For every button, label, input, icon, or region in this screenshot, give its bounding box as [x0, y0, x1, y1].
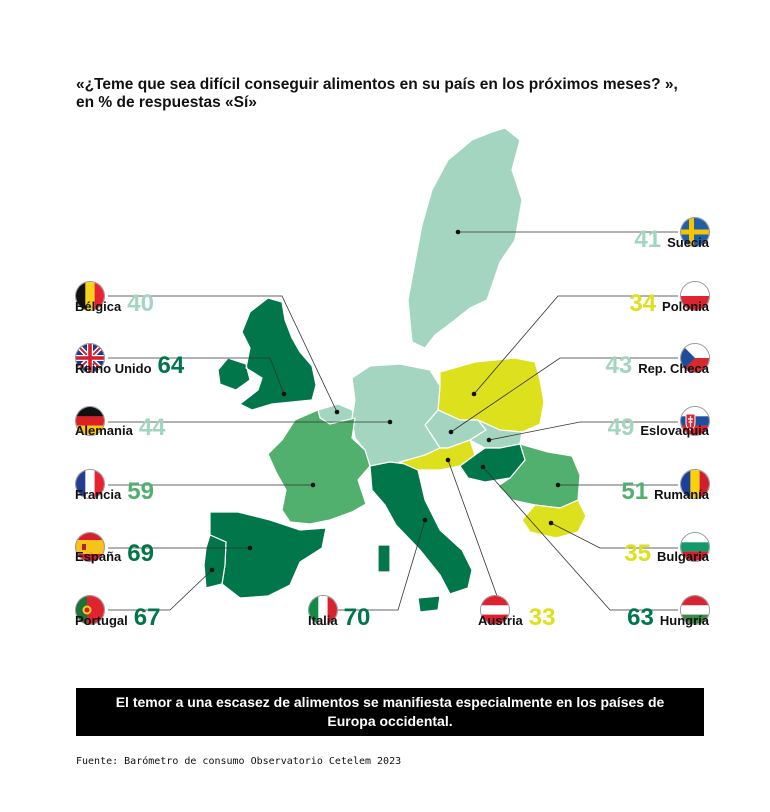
value-italia: 70 — [343, 604, 371, 631]
label-espana: España 69 — [75, 540, 160, 568]
value-suecia: 41 — [634, 226, 662, 253]
country-name-bulgaria: Bulgaria — [656, 549, 709, 564]
title-line-1: «¿Teme que sea difícil conseguir aliment… — [76, 76, 678, 93]
label-bulgaria: 35 Bulgaria — [624, 540, 709, 568]
leader-dot-repcheca — [448, 429, 454, 435]
country-shape-reinounido — [217, 297, 317, 411]
leader-dot-eslovaquia — [486, 437, 492, 443]
romania-flag — [680, 469, 710, 499]
country-shapes — [203, 127, 587, 613]
leader-line-hungria — [482, 466, 678, 611]
leader-dot-polonia — [471, 391, 477, 397]
country-name-francia: Francia — [75, 487, 122, 502]
label-portugal: Portugal 67 — [75, 604, 166, 632]
label-reinounido: Reino Unido 64 — [75, 352, 190, 380]
country-name-italia: Italia — [308, 613, 338, 628]
country-name-alemania: Alemania — [75, 423, 133, 438]
country-name-reinounido: Reino Unido — [75, 361, 152, 376]
country-shape-francia — [267, 409, 371, 525]
leader-dot-rumania — [555, 482, 561, 488]
portugal-flag — [75, 595, 105, 625]
value-belgica: 40 — [127, 290, 154, 317]
label-eslovaquia: 49 Eslovaquia — [608, 414, 709, 442]
austria-flag — [480, 595, 510, 625]
label-suecia: 41 Suecia — [634, 226, 709, 254]
label-polonia: 34 Polonia — [629, 290, 709, 318]
leader-dot-bulgaria — [548, 520, 554, 526]
leader-dot-hungria — [480, 464, 486, 470]
spain-flag — [75, 532, 105, 562]
leader-dot-suecia — [455, 229, 461, 235]
czech-flag — [680, 343, 710, 373]
sweden-flag — [680, 217, 710, 247]
country-name-eslovaquia: Eslovaquia — [640, 423, 709, 438]
leader-dot-portugal — [209, 567, 215, 573]
value-rumania: 51 — [621, 478, 649, 505]
leader-lines — [108, 229, 678, 611]
value-alemania: 44 — [138, 414, 166, 441]
leader-dot-austria — [445, 457, 451, 463]
country-shape-espana — [209, 511, 327, 599]
country-shape-austria — [398, 439, 476, 471]
label-repcheca: 43 Rep. Checa — [605, 352, 709, 380]
germany-flag — [75, 406, 105, 436]
country-name-hungria: Hungría — [659, 613, 709, 628]
chart-title: «¿Teme que sea difícil conseguir aliment… — [76, 76, 678, 112]
country-name-portugal: Portugal — [75, 613, 128, 628]
leader-dot-alemania — [387, 419, 393, 425]
leader-line-bulgaria — [550, 522, 678, 549]
leader-line-polonia — [473, 295, 678, 395]
value-bulgaria: 35 — [624, 540, 651, 567]
value-polonia: 34 — [629, 290, 657, 317]
leader-line-italia — [338, 519, 426, 611]
label-hungria: 63 Hungría — [627, 604, 709, 632]
slovakia-flag — [680, 406, 710, 436]
leader-line-reinounido — [108, 357, 285, 395]
title-line-2: en % de respuestas «Sí» — [76, 94, 257, 111]
leader-dot-francia — [310, 482, 316, 488]
value-portugal: 67 — [133, 604, 161, 631]
leader-dot-belgica — [334, 409, 340, 415]
value-repcheca: 43 — [605, 352, 633, 379]
label-italia: Italia 70 — [308, 604, 376, 632]
belgium-flag — [75, 281, 105, 311]
label-austria: Austria 33 — [478, 604, 562, 632]
leader-line-portugal — [108, 569, 213, 611]
country-name-suecia: Suecia — [667, 235, 709, 250]
conclusion-banner: El temor a una escasez de alimentos se m… — [76, 688, 704, 736]
country-name-polonia: Polonia — [662, 299, 709, 314]
label-belgica: Bélgica 40 — [75, 290, 160, 318]
leader-dot-italia — [422, 517, 428, 523]
leader-line-repcheca — [450, 357, 678, 433]
leader-dot-reinounido — [281, 391, 287, 397]
country-name-belgica: Bélgica — [75, 299, 122, 314]
bulgaria-flag — [680, 532, 710, 562]
france-flag — [75, 469, 105, 499]
value-austria: 33 — [528, 604, 556, 631]
hungary-flag — [680, 595, 710, 625]
leader-line-austria — [447, 459, 498, 597]
country-shape-hungria — [459, 443, 526, 483]
country-shape-portugal — [203, 534, 227, 589]
italy-flag — [308, 595, 338, 625]
value-eslovaquia: 49 — [607, 414, 635, 441]
value-hungria: 63 — [627, 604, 654, 631]
value-espana: 69 — [127, 540, 154, 567]
country-name-austria: Austria — [478, 613, 523, 628]
label-francia: Francia 59 — [75, 478, 160, 506]
leader-line-belgica — [108, 295, 338, 413]
country-shape-suecia — [407, 127, 523, 349]
leader-line-eslovaquia — [488, 421, 678, 441]
value-reinounido: 64 — [157, 352, 185, 379]
leader-dot-espana — [247, 545, 253, 551]
label-alemania: Alemania 44 — [75, 414, 172, 442]
country-name-espana: España — [75, 549, 122, 564]
source-note: Fuente: Barómetro de consumo Observatori… — [76, 756, 402, 767]
poland-flag — [680, 281, 710, 311]
country-name-repcheca: Rep. Checa — [638, 361, 709, 376]
country-name-rumania: Rumanía — [654, 487, 709, 502]
value-francia: 59 — [127, 478, 154, 505]
label-rumania: 51 Rumanía — [621, 478, 709, 506]
